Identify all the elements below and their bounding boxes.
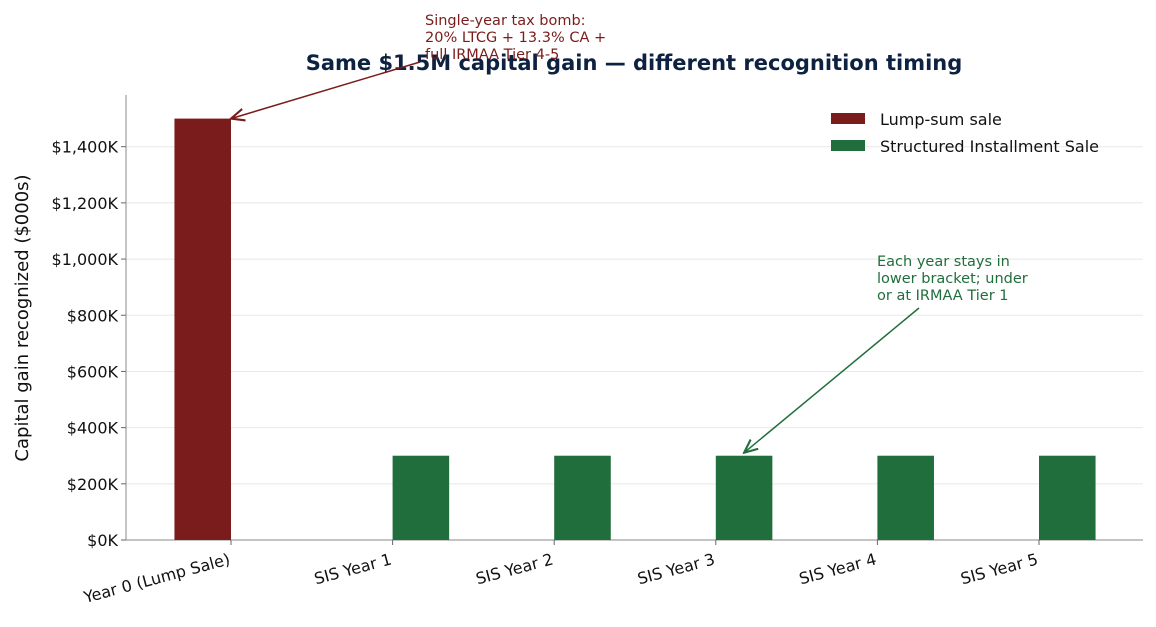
- legend-swatch: [831, 113, 865, 124]
- y-tick-label: $0K: [87, 531, 118, 550]
- bar: [877, 455, 934, 540]
- y-tick-label: $200K: [67, 475, 119, 494]
- x-tick-label: SIS Year 4: [797, 550, 878, 589]
- x-tick-label: SIS Year 1: [312, 550, 393, 589]
- annotation-arrow: [231, 61, 421, 119]
- x-tick-label: SIS Year 3: [635, 550, 716, 589]
- legend-label: Structured Installment Sale: [880, 137, 1099, 156]
- annotation-text: Each year stays in: [877, 254, 1010, 270]
- annotation-text: full IRMAA Tier 4-5: [425, 47, 559, 63]
- y-axis-label: Capital gain recognized ($000s): [12, 174, 33, 461]
- bar: [554, 455, 611, 540]
- y-tick-label: $800K: [67, 306, 119, 325]
- legend-swatch: [831, 140, 865, 151]
- y-tick-label: $400K: [67, 419, 119, 438]
- y-tick-label: $1,400K: [52, 138, 119, 157]
- y-tick-label: $1,200K: [52, 194, 119, 213]
- y-tick-label: $600K: [67, 362, 119, 381]
- annotation-arrow: [744, 307, 920, 453]
- x-tick-label: Year 0 (Lump Sale): [81, 550, 232, 608]
- chart-title: Same $1.5M capital gain — different reco…: [306, 51, 963, 75]
- annotation-text: or at IRMAA Tier 1: [877, 288, 1009, 304]
- bar: [1039, 455, 1096, 540]
- x-tick-label: SIS Year 5: [959, 550, 1040, 589]
- bar: [715, 455, 773, 540]
- annotation-text: Single-year tax bomb:: [425, 13, 586, 29]
- bar: [174, 118, 231, 541]
- annotation-text: lower bracket; under: [877, 271, 1028, 287]
- annotation-text: 20% LTCG + 13.3% CA +: [425, 30, 606, 46]
- bar: [392, 455, 450, 540]
- legend-label: Lump-sum sale: [880, 110, 1002, 129]
- x-tick-label: SIS Year 2: [474, 550, 555, 589]
- y-tick-label: $1,000K: [52, 250, 119, 269]
